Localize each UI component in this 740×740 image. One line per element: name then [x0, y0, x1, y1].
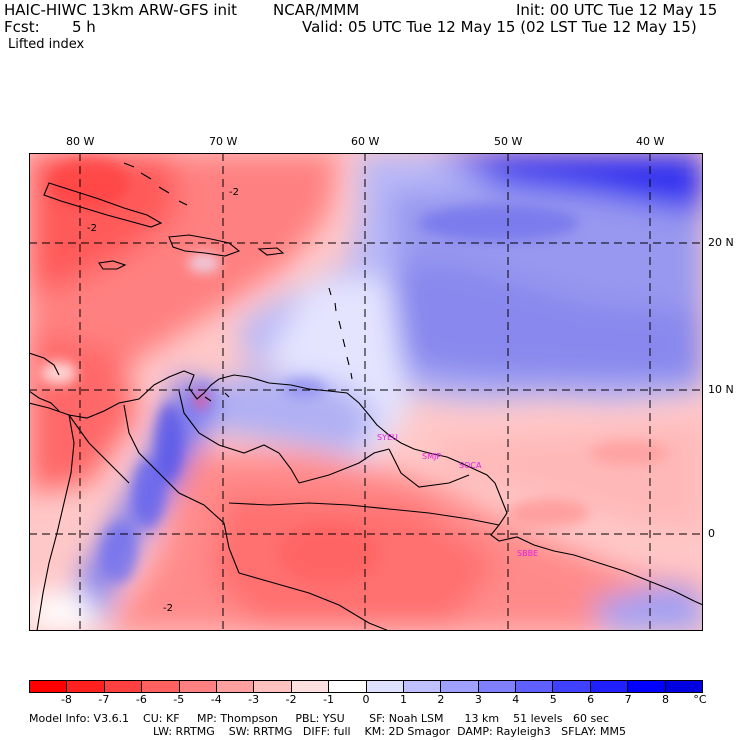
- colorbar-tick-label: -5: [173, 693, 185, 706]
- lat-label-0: 0: [708, 527, 715, 540]
- colorbar-tick-label: -6: [135, 693, 147, 706]
- colorbar-tick-label: 8: [662, 693, 670, 706]
- lon-label-70w: 70 W: [209, 135, 238, 148]
- forecast-hour: 5 h: [72, 18, 96, 36]
- model-info-line2: LW: RRTMG SW: RRTMG DIFF: full KM: 2D Sm…: [153, 725, 626, 738]
- colorbar-swatch: [328, 681, 366, 692]
- colorbar-tick-label: -1: [323, 693, 335, 706]
- lon-label-80w: 80 W: [66, 135, 95, 148]
- colorbar-swatch: [253, 681, 291, 692]
- colorbar-swatch: [589, 681, 628, 692]
- colorbar-tick-label: 3: [474, 693, 482, 706]
- colorbar-swatch: [627, 681, 665, 692]
- model-info-line1: Model Info: V3.6.1 CU: KF MP: Thompson P…: [29, 712, 609, 725]
- lat-label-10n: 10 N: [708, 383, 734, 396]
- model-title: HAIC-HIWC 13km ARW-GFS init: [4, 1, 238, 19]
- lon-label-40w: 40 W: [636, 135, 665, 148]
- lon-label-60w: 60 W: [351, 135, 380, 148]
- colorbar-tick-label: 0: [362, 693, 370, 706]
- init-time: Init: 00 UTC Tue 12 May 15: [516, 1, 718, 19]
- contour-label: -2: [229, 187, 239, 198]
- colorbar-swatch: [141, 681, 179, 692]
- colorbar-tick-label: -2: [285, 693, 297, 706]
- field-name: Lifted index: [8, 37, 85, 52]
- lon-label-50w: 50 W: [494, 135, 523, 148]
- colorbar-tick-label: -3: [248, 693, 260, 706]
- lat-label-20n: 20 N: [708, 236, 734, 249]
- lifted-index-map: -2 -2 -2 SYEU SMJP SOCA SBBE: [29, 153, 703, 631]
- colorbar-unit: °C: [693, 693, 707, 706]
- colorbar-swatch: [178, 681, 216, 692]
- valid-time: Valid: 05 UTC Tue 12 May 15 (02 LST Tue …: [302, 18, 697, 36]
- station-label-smjp: SMJP: [422, 452, 441, 461]
- center-name: NCAR/MMM: [273, 1, 360, 19]
- contour-label: -2: [87, 223, 97, 234]
- colorbar-swatch: [30, 681, 67, 692]
- station-label-syeu: SYEU: [377, 433, 398, 442]
- station-label-soca: SOCA: [459, 461, 482, 470]
- contour-label: -2: [163, 603, 173, 614]
- colorbar-tick-label: 4: [512, 693, 520, 706]
- colorbar-tick-label: 1: [399, 693, 407, 706]
- colorbar-tick-label: 5: [549, 693, 557, 706]
- colorbar-tick-label: -7: [98, 693, 110, 706]
- colorbar-swatch: [664, 681, 703, 692]
- colorbar-swatch: [290, 681, 329, 692]
- colorbar-swatch: [215, 681, 254, 692]
- colorbar-swatch: [365, 681, 403, 692]
- colorbar-swatch: [440, 681, 478, 692]
- colorbar-tick-label: 2: [437, 693, 445, 706]
- colorbar-tick-label: 6: [587, 693, 595, 706]
- colorbar-tick-label: 7: [624, 693, 632, 706]
- colorbar-swatch: [103, 681, 142, 692]
- colorbar-swatch: [402, 681, 441, 692]
- forecast-label: Fcst:: [4, 18, 40, 36]
- colorbar-swatch: [515, 681, 553, 692]
- colorbar-swatch: [66, 681, 104, 692]
- colorbar-swatch: [552, 681, 590, 692]
- colorbar-swatch: [477, 681, 516, 692]
- colorbar-tick-label: -8: [60, 693, 72, 706]
- station-label-sbbe: SBBE: [517, 549, 538, 558]
- colorbar-tick-label: -4: [210, 693, 222, 706]
- colorbar: [29, 680, 703, 693]
